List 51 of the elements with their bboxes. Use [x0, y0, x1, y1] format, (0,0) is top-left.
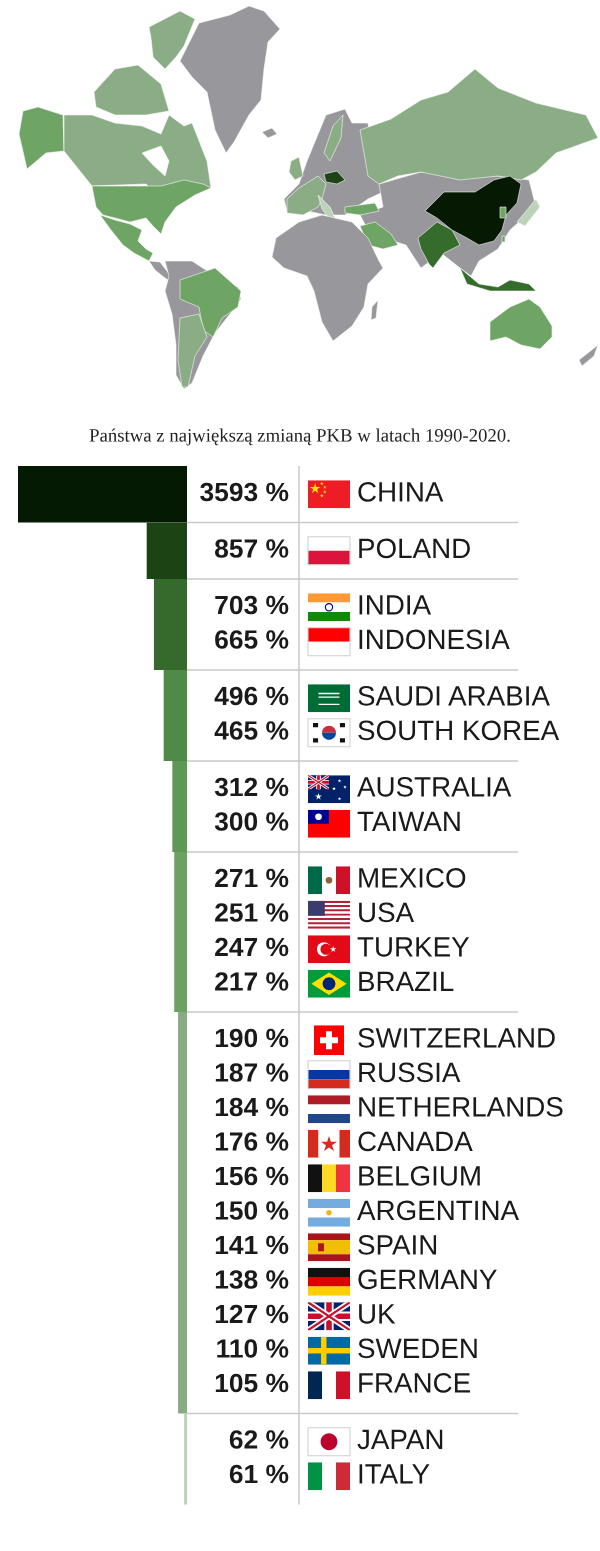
data-label: 251 %: [215, 903, 289, 922]
data-label: 105 %: [215, 1373, 289, 1393]
data-label: 156 %: [215, 1166, 289, 1186]
category-label: JAPAN: [357, 1429, 443, 1450]
data-label: 247 %: [215, 937, 289, 957]
category-label: INDIA: [359, 595, 432, 615]
category-label: BRAZIL: [359, 971, 454, 991]
category-label: USA: [359, 902, 415, 923]
category-label: TAIWAN: [357, 811, 460, 831]
data-label: 190 %: [215, 1028, 289, 1048]
data-label: 184 %: [215, 1097, 289, 1117]
data-label: 312 %: [214, 777, 289, 797]
data-label: 665 %: [215, 630, 289, 649]
category-label: TURKEY: [357, 937, 470, 957]
data-label: 857 %: [215, 539, 289, 558]
data-label: 110 %: [217, 1339, 289, 1358]
data-label: 61 %: [229, 1464, 289, 1484]
data-label: 703 %: [215, 595, 289, 615]
data-label: 138 %: [215, 1270, 289, 1289]
data-label: 465 %: [214, 721, 289, 740]
data-label: 300 %: [214, 812, 289, 831]
category-label: INDONESIA: [359, 629, 510, 650]
data-label: 176 %: [215, 1132, 289, 1151]
category-label: ITALY: [359, 1464, 430, 1484]
category-label: RUSSIA: [359, 1062, 461, 1083]
data-label: 141 %: [215, 1235, 289, 1255]
category-label: SAUDI ARABIA: [358, 686, 550, 706]
category-label: CHINA: [358, 482, 444, 502]
data-label: 62 %: [229, 1430, 289, 1449]
category-label: ARGENTINA: [357, 1200, 519, 1221]
category-label: SWEDEN: [358, 1338, 477, 1359]
text: Państwa z największą zmianą PKB w latach 1990-2020.: [89, 428, 510, 446]
category-label: BELGIUM: [359, 1166, 480, 1186]
category-label: MEXICO: [359, 868, 466, 888]
category-label: NETHERLANDS: [359, 1097, 563, 1117]
data-label: 127 %: [215, 1304, 289, 1324]
category-label: AUSTRALIA: [357, 777, 512, 797]
category-label: FRANCE: [359, 1373, 471, 1393]
category-label: CANADA: [358, 1131, 473, 1152]
category-label: POLAND: [359, 538, 470, 559]
data-label: 3593 %: [200, 482, 289, 502]
data-label: 187 %: [215, 1063, 289, 1082]
data-label: 496 %: [214, 686, 289, 706]
data-label: 217 %: [215, 972, 289, 991]
data-label: 150 %: [215, 1201, 289, 1220]
data-label: 271 %: [215, 868, 289, 888]
category-label: SOUTH KOREA: [358, 720, 560, 741]
category-label: SWITZERLAND: [358, 1028, 555, 1048]
category-label: GERMANY: [358, 1269, 497, 1290]
category-label: SPAIN: [358, 1235, 437, 1255]
category-label: UK: [359, 1304, 396, 1324]
